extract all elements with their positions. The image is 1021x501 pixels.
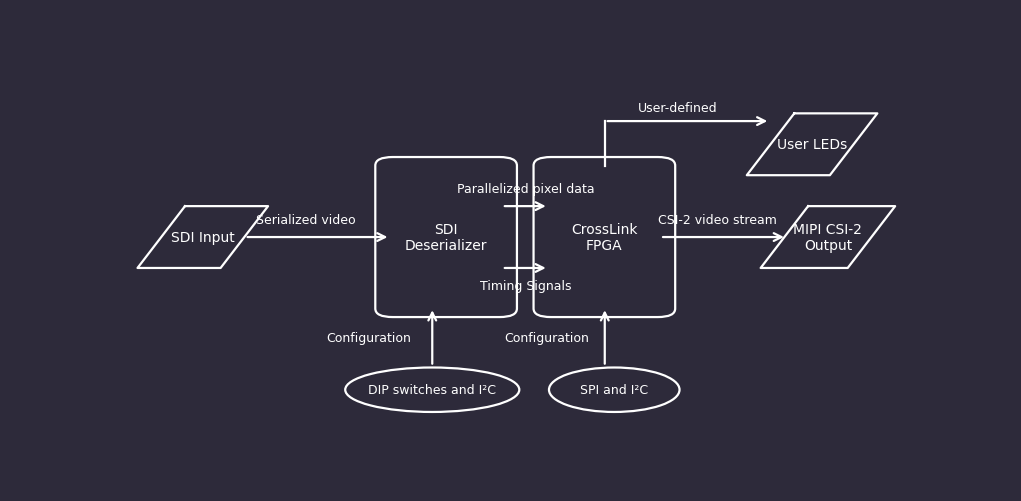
Text: Serialized video: Serialized video — [256, 214, 355, 226]
Text: SPI and I²C: SPI and I²C — [580, 383, 648, 396]
FancyBboxPatch shape — [534, 158, 675, 318]
Polygon shape — [761, 207, 895, 269]
Ellipse shape — [549, 368, 680, 412]
Polygon shape — [138, 207, 269, 269]
Text: Configuration: Configuration — [327, 331, 411, 344]
Text: SDI Input: SDI Input — [171, 230, 235, 244]
Text: Configuration: Configuration — [504, 331, 589, 344]
Text: CrossLink
FPGA: CrossLink FPGA — [571, 222, 638, 253]
Text: User LEDs: User LEDs — [777, 138, 847, 152]
Text: Parallelized pixel data: Parallelized pixel data — [456, 183, 594, 196]
Text: Timing Signals: Timing Signals — [480, 280, 572, 292]
Ellipse shape — [345, 368, 520, 412]
Text: MIPI CSI-2
Output: MIPI CSI-2 Output — [793, 222, 863, 253]
Text: User-defined: User-defined — [638, 102, 718, 115]
FancyBboxPatch shape — [376, 158, 517, 318]
Text: DIP switches and I²C: DIP switches and I²C — [369, 383, 496, 396]
Polygon shape — [746, 114, 877, 176]
Text: SDI
Deserializer: SDI Deserializer — [405, 222, 487, 253]
Text: CSI-2 video stream: CSI-2 video stream — [658, 214, 777, 226]
